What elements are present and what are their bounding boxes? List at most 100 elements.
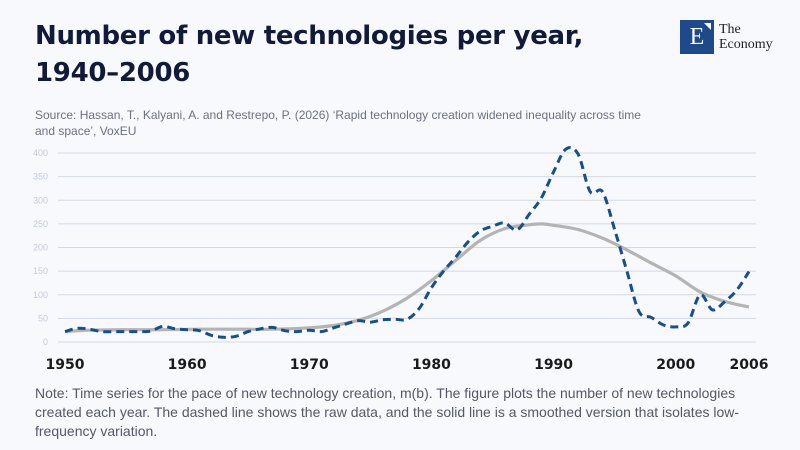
raw-point-1991 — [565, 148, 567, 150]
raw-point-2005 — [736, 289, 738, 291]
smoothed-point-1964 — [235, 328, 237, 330]
raw-point-1968 — [284, 329, 286, 331]
logo-mark-icon: E — [680, 20, 714, 54]
raw-point-1994 — [601, 191, 603, 193]
raw-point-1980 — [430, 286, 432, 288]
raw-point-1971 — [320, 330, 322, 332]
raw-point-1997 — [638, 311, 640, 313]
y-tick-label: 0 — [43, 337, 48, 347]
raw-point-1964 — [235, 335, 237, 337]
raw-data-line — [64, 146, 751, 339]
smoothed-point-1986 — [504, 227, 506, 229]
raw-point-1958 — [162, 325, 164, 327]
raw-point-1982 — [455, 256, 457, 258]
source-line-2: and space’, VoxEU — [35, 124, 137, 138]
raw-point-1961 — [198, 329, 200, 331]
raw-point-1987 — [516, 229, 518, 231]
x-tick-label: 1980 — [412, 357, 451, 373]
y-tick-label: 350 — [33, 172, 48, 182]
smoothed-point-1980 — [430, 279, 432, 281]
the-economy-logo: E The Economy — [680, 20, 773, 54]
source-citation: Source: Hassan, T., Kalyani, A. and Rest… — [35, 107, 685, 139]
x-axis-ticks: 1950 1960 1970 1980 1990 2000 2006 — [46, 357, 769, 373]
raw-point-1977 — [394, 318, 396, 320]
raw-point-1978 — [406, 318, 408, 320]
logo-line-2: Economy — [719, 37, 773, 52]
raw-point-1974 — [357, 320, 359, 322]
raw-point-1951 — [76, 327, 78, 329]
raw-point-1959 — [174, 328, 176, 330]
x-tick-label: 1950 — [46, 357, 85, 373]
raw-point-1973 — [345, 323, 347, 325]
raw-point-2004 — [723, 301, 725, 303]
raw-point-1984 — [479, 230, 481, 232]
chart-note: Note: Time series for the pace of new te… — [35, 385, 740, 439]
raw-point-1965 — [247, 330, 249, 332]
chart-title-line-1: Number of new technologies per year, — [35, 21, 584, 51]
raw-point-1955 — [125, 330, 127, 332]
chart-title-line-2: 1940–2006 — [35, 58, 191, 88]
raw-point-1986 — [504, 222, 506, 224]
logo-letter: E — [689, 23, 705, 50]
raw-point-1985 — [491, 225, 493, 227]
raw-point-2006 — [748, 270, 750, 272]
smoothed-point-1994 — [601, 237, 603, 239]
raw-point-2002 — [699, 294, 701, 296]
raw-point-2001 — [687, 322, 689, 324]
raw-point-1969 — [296, 330, 298, 332]
raw-point-1975 — [369, 321, 371, 323]
y-tick-label: 100 — [33, 290, 48, 300]
y-tick-label: 200 — [33, 243, 48, 253]
y-tick-label: 50 — [38, 313, 48, 323]
raw-point-1954 — [113, 330, 115, 332]
raw-point-1996 — [626, 270, 628, 272]
logo-wordmark: The Economy — [719, 22, 773, 52]
logo-corner-icon — [704, 23, 711, 30]
y-tick-label: 400 — [33, 148, 48, 158]
source-line-1: Source: Hassan, T., Kalyani, A. and Rest… — [35, 108, 641, 122]
smoothed-point-1990 — [552, 224, 554, 226]
series-group — [64, 146, 751, 339]
raw-point-1970 — [308, 329, 310, 331]
raw-point-1976 — [381, 319, 383, 321]
logo-line-1: The — [719, 22, 741, 37]
x-tick-label: 2000 — [656, 357, 695, 373]
smoothed-point-2002 — [699, 291, 701, 293]
raw-point-1993 — [589, 191, 591, 193]
raw-point-1983 — [467, 241, 469, 243]
smoothed-point-1989 — [540, 223, 542, 225]
raw-point-1962 — [210, 334, 212, 336]
raw-point-1952 — [88, 328, 90, 330]
raw-point-1953 — [100, 330, 102, 332]
line-chart: 0 50 100 150 200 250 300 350 400 1950 1960 1970 198… — [33, 146, 769, 373]
raw-point-1989 — [540, 197, 542, 199]
x-tick-label: 1970 — [290, 357, 329, 373]
raw-point-1966 — [259, 328, 261, 330]
raw-point-1999 — [662, 324, 664, 326]
smoothed-point-1982 — [455, 259, 457, 261]
raw-point-1967 — [271, 326, 273, 328]
raw-point-1992 — [577, 153, 579, 155]
x-tick-label: 1960 — [168, 357, 207, 373]
raw-point-2000 — [675, 326, 677, 328]
smoothed-point-1988 — [528, 224, 530, 226]
raw-point-1990 — [552, 171, 554, 173]
smoothed-point-1996 — [626, 249, 628, 251]
smoothed-point-1992 — [577, 228, 579, 230]
raw-point-1972 — [333, 327, 335, 329]
raw-point-1963 — [223, 336, 225, 338]
x-tick-label: 1990 — [534, 357, 573, 373]
smoothed-line — [64, 222, 750, 334]
y-tick-label: 300 — [33, 195, 48, 205]
smoothed-point-1998 — [650, 262, 652, 264]
smoothed-point-1976 — [381, 310, 383, 312]
grid-lines — [58, 152, 756, 343]
raw-point-1988 — [528, 213, 530, 215]
raw-point-1950 — [64, 330, 66, 332]
y-axis-ticks: 0 50 100 150 200 250 300 350 400 — [33, 148, 48, 347]
smoothed-point-1958 — [162, 329, 164, 331]
smoothed-point-1970 — [308, 327, 310, 329]
smoothed-point-1978 — [406, 297, 408, 299]
chart-title: Number of new technologies per year, 194… — [35, 18, 635, 92]
smoothed-point-1984 — [479, 239, 481, 241]
